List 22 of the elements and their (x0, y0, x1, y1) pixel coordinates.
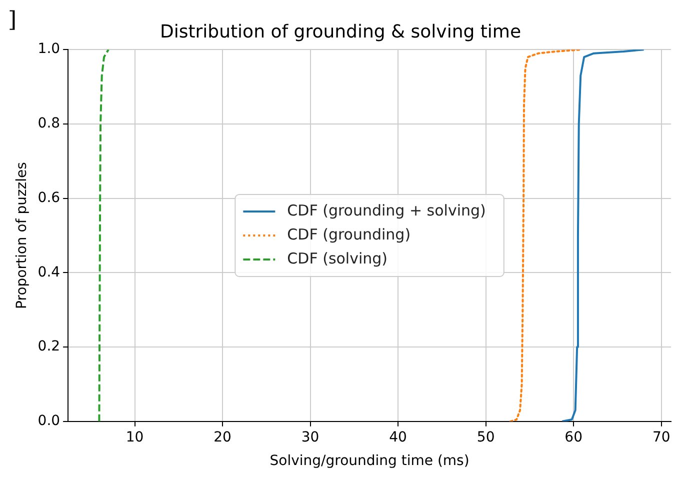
y-tick-label: 0.2 (38, 338, 60, 355)
x-tick-label: 50 (476, 429, 495, 446)
x-tick-label: 40 (389, 429, 407, 446)
chart-title: Distribution of grounding & solving time (160, 21, 522, 42)
y-tick-label: 1.0 (38, 41, 60, 58)
x-tick-label: 30 (301, 429, 320, 446)
y-axis-title: Proportion of puzzles (14, 162, 30, 309)
legend-label: CDF (grounding + solving) (287, 201, 486, 220)
y-tick-label: 0.8 (38, 116, 60, 132)
legend-label: CDF (grounding) (287, 225, 411, 244)
line-series (509, 50, 582, 422)
line-series (98, 50, 110, 422)
y-tick-label: 0.4 (38, 264, 60, 280)
x-tick-label: 70 (652, 429, 670, 446)
x-tick-label: 20 (214, 429, 232, 446)
x-tick-label: 10 (126, 429, 144, 446)
x-axis-title: Solving/grounding time (ms) (270, 453, 470, 470)
y-tick-label: 0.0 (38, 413, 60, 430)
y-tick-label: 0.6 (38, 190, 60, 206)
x-tick-label: 60 (564, 429, 582, 446)
legend-label: CDF (solving) (287, 249, 388, 268)
text: ] (8, 8, 17, 33)
